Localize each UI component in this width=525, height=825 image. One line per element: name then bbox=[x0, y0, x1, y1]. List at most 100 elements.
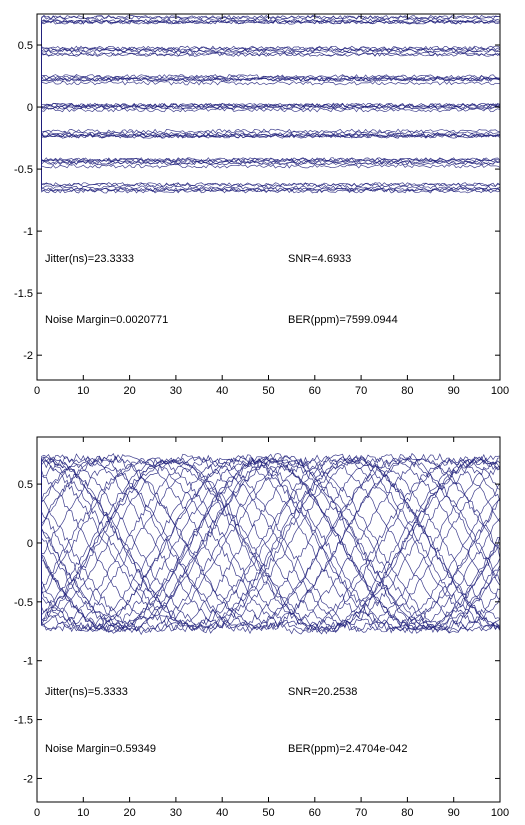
x-tick-label: 90 bbox=[448, 807, 460, 819]
eye-trace bbox=[41, 452, 501, 630]
x-tick-label: 10 bbox=[77, 807, 89, 819]
x-tick-label: 70 bbox=[355, 807, 367, 819]
noise-margin-label-top: Noise Margin=0.0020771 bbox=[45, 314, 168, 326]
x-tick-label: 20 bbox=[123, 807, 135, 819]
eye-trace bbox=[41, 103, 501, 109]
eye-trace bbox=[41, 107, 500, 137]
jitter-label-bottom: Jitter(ns)=5.3333 bbox=[45, 686, 128, 698]
x-tick-label: 90 bbox=[448, 385, 460, 397]
x-tick-label: 50 bbox=[262, 385, 274, 397]
eye-trace bbox=[41, 454, 501, 632]
eye-trace bbox=[41, 456, 501, 633]
eye-trace bbox=[41, 457, 501, 634]
eye-trace bbox=[41, 107, 501, 187]
eye-trace bbox=[41, 456, 501, 633]
x-tick-label: 80 bbox=[401, 807, 413, 819]
x-tick-label: 10 bbox=[77, 385, 89, 397]
x-tick-label: 40 bbox=[216, 807, 228, 819]
x-tick-label: 60 bbox=[309, 807, 321, 819]
eye-trace bbox=[41, 107, 501, 169]
eye-trace bbox=[41, 15, 501, 108]
x-tick-label: 100 bbox=[491, 385, 509, 397]
ticks-top: 0 10 20 30 40 50 60 70 80 90 100 0.5 0 -0.5 -1 -1.5 -2 bbox=[14, 14, 509, 397]
eye-trace bbox=[41, 17, 501, 108]
eye-trace bbox=[41, 456, 501, 632]
eye-trace bbox=[41, 107, 501, 113]
ber-label-top: BER(ppm)=7599.0944 bbox=[288, 314, 398, 326]
eye-trace bbox=[41, 80, 501, 108]
x-tick-label: 0 bbox=[34, 807, 40, 819]
eye-trace bbox=[41, 453, 501, 629]
eye-trace bbox=[41, 48, 501, 108]
eye-trace bbox=[41, 457, 501, 633]
eye-trace bbox=[41, 454, 501, 633]
eye-trace bbox=[41, 107, 501, 188]
eye-trace bbox=[41, 454, 501, 630]
eye-trace bbox=[41, 76, 501, 108]
x-tick-label: 70 bbox=[355, 385, 367, 397]
eye-trace bbox=[41, 454, 501, 630]
y-tick-label: 0.5 bbox=[18, 479, 33, 491]
eye-trace bbox=[41, 456, 500, 633]
eye-trace bbox=[41, 107, 501, 162]
eye-trace bbox=[41, 456, 501, 633]
traces-top bbox=[41, 14, 501, 194]
x-tick-label: 60 bbox=[309, 385, 321, 397]
snr-label-top: SNR=4.6933 bbox=[288, 253, 351, 265]
eye-trace bbox=[41, 107, 501, 194]
y-tick-label: 0.5 bbox=[18, 40, 33, 52]
eye-diagram-bottom: 0 10 20 30 40 50 60 70 80 90 100 0.5 0 -0.5 -1 -1.5 -2 J… bbox=[14, 436, 509, 819]
eye-trace bbox=[41, 19, 501, 108]
eye-trace bbox=[41, 20, 501, 108]
eye-trace bbox=[41, 107, 501, 193]
eye-trace bbox=[41, 456, 501, 634]
y-tick-label: -1 bbox=[23, 226, 33, 238]
y-tick-label: -0.5 bbox=[14, 164, 33, 176]
snr-label-bottom: SNR=20.2538 bbox=[288, 686, 357, 698]
eye-trace bbox=[41, 453, 501, 629]
eye-trace bbox=[41, 456, 501, 632]
y-tick-label: 0 bbox=[27, 102, 33, 114]
eye-trace bbox=[41, 456, 501, 632]
eye-trace bbox=[41, 77, 501, 108]
eye-trace bbox=[41, 456, 501, 634]
eye-trace bbox=[41, 52, 501, 108]
y-tick-label: -0.5 bbox=[14, 597, 33, 609]
eye-trace bbox=[41, 74, 501, 108]
eye-trace bbox=[41, 107, 501, 192]
eye-trace bbox=[41, 107, 501, 166]
eye-trace bbox=[41, 455, 501, 632]
traces-bottom bbox=[41, 452, 501, 636]
y-tick-label: -2 bbox=[23, 773, 33, 785]
eye-trace bbox=[41, 456, 501, 633]
eye-trace bbox=[41, 107, 501, 190]
y-tick-label: -1.5 bbox=[14, 715, 33, 727]
x-tick-label: 50 bbox=[262, 807, 274, 819]
eye-trace bbox=[41, 457, 501, 634]
x-tick-label: 100 bbox=[491, 807, 509, 819]
eye-trace bbox=[41, 45, 501, 108]
eye-trace bbox=[41, 105, 501, 110]
x-tick-label: 40 bbox=[216, 385, 228, 397]
eye-trace bbox=[41, 454, 501, 631]
eye-trace bbox=[41, 458, 501, 635]
eye-trace bbox=[41, 75, 501, 108]
noise-margin-label-bottom: Noise Margin=0.59349 bbox=[45, 743, 156, 755]
eye-trace bbox=[41, 19, 501, 108]
eye-trace bbox=[41, 14, 501, 108]
y-tick-label: -1.5 bbox=[14, 288, 33, 300]
y-tick-label: -2 bbox=[23, 350, 33, 362]
ber-label-bottom: BER(ppm)=2.4704e-042 bbox=[288, 743, 408, 755]
x-tick-label: 30 bbox=[170, 807, 182, 819]
eye-trace bbox=[41, 456, 501, 633]
eye-trace bbox=[41, 107, 501, 138]
eye-trace bbox=[41, 455, 501, 633]
x-tick-label: 20 bbox=[123, 385, 135, 397]
x-tick-label: 0 bbox=[34, 385, 40, 397]
eye-trace bbox=[41, 77, 501, 108]
eye-diagram-top: 0 10 20 30 40 50 60 70 80 90 100 0.5 0 -0.5 -1 -1.5 -2 J… bbox=[14, 13, 509, 397]
x-tick-label: 80 bbox=[401, 385, 413, 397]
ticks-bottom: 0 10 20 30 40 50 60 70 80 90 100 0.5 0 -0.5 -1 -1.5 -2 bbox=[14, 437, 509, 819]
jitter-label-top: Jitter(ns)=23.3333 bbox=[45, 253, 134, 265]
